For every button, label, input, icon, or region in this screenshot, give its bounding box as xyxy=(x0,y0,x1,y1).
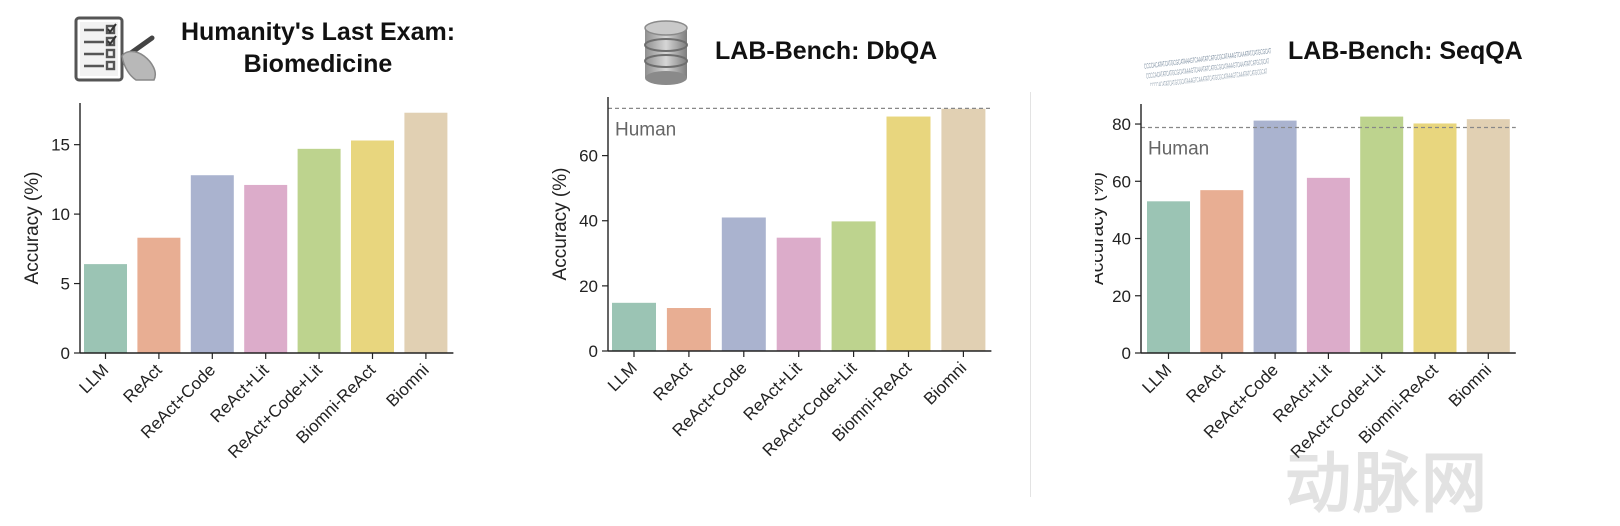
bar-react-code-lit xyxy=(1360,116,1404,353)
panel-title-dbqa-line-1: LAB-Bench: DbQA xyxy=(715,37,938,65)
bar-llm xyxy=(84,264,127,353)
panel-title-dbqa: LAB-Bench: DbQA xyxy=(715,35,975,67)
bar-biomni xyxy=(941,108,986,351)
y-tick-label: 60 xyxy=(579,147,598,166)
x-tick-label: ReAct xyxy=(650,358,696,404)
bar-biomni xyxy=(404,112,448,353)
y-tick-label: 40 xyxy=(579,212,598,231)
bar-biomni-react xyxy=(351,140,394,353)
bar-react xyxy=(1200,190,1244,353)
panel-title-hle-line-2: Biomedicine xyxy=(243,50,393,78)
bar-react-code xyxy=(721,217,766,351)
bar-react-code xyxy=(190,175,234,353)
bar-biomni xyxy=(1466,119,1510,353)
bar-react-lit xyxy=(1306,177,1350,353)
x-tick-label: ReAct xyxy=(1182,360,1228,406)
panel-separator xyxy=(1030,92,1031,497)
panel-title-seqqa-line-1: LAB-Bench: SeqQA xyxy=(1288,37,1523,65)
y-axis-label: Accuracy (%) xyxy=(550,168,571,281)
bar-react-lit xyxy=(776,237,821,351)
human-reference-label: Human xyxy=(1148,138,1209,159)
human-reference-label: Human xyxy=(615,119,676,140)
dna-sequence-icon: CCCCACATATCATGCGCATAAAGTCAAATATCATGCGCAT… xyxy=(1144,46,1272,86)
y-tick-label: 40 xyxy=(1112,230,1131,249)
bar-biomni-react xyxy=(1413,123,1457,353)
bar-biomni-react xyxy=(886,116,931,352)
y-axis-label: Accuracy (%) xyxy=(22,172,43,285)
y-tick-label: 5 xyxy=(61,275,70,294)
watermark: 动脉网 xyxy=(1285,445,1489,522)
x-tick-label: Biomni xyxy=(383,360,433,410)
checklist-clipboard-icon xyxy=(74,16,156,82)
x-tick-label: LLM xyxy=(1139,360,1176,397)
x-tick-label: ReAct+Code+Lit xyxy=(224,360,326,462)
y-tick-label: 20 xyxy=(1112,287,1131,306)
bar-react xyxy=(137,237,181,353)
x-tick-label: LLM xyxy=(604,358,641,395)
bar-react xyxy=(666,308,711,351)
y-tick-label: 80 xyxy=(1112,115,1131,134)
y-tick-label: 10 xyxy=(51,205,70,224)
bar-llm xyxy=(612,302,656,351)
bar-react-lit xyxy=(244,184,288,353)
panel-title-seqqa: LAB-Bench: SeqQA xyxy=(1288,35,1548,67)
bar-react-code-lit xyxy=(831,221,876,351)
y-tick-label: 15 xyxy=(51,136,70,155)
y-tick-label: 0 xyxy=(61,344,70,363)
y-tick-label: 20 xyxy=(579,277,598,296)
database-icon xyxy=(644,20,688,85)
x-tick-label: LLM xyxy=(76,360,113,397)
y-tick-label: 60 xyxy=(1112,172,1131,191)
x-tick-label: Biomni xyxy=(920,358,970,408)
y-axis-label: Accuracy (%) xyxy=(1095,172,1108,285)
bar-react-code xyxy=(1253,120,1297,353)
bar-react-code-lit xyxy=(297,148,341,353)
bar-llm xyxy=(1147,201,1190,353)
x-tick-label: ReAct xyxy=(120,360,166,406)
y-tick-label: 0 xyxy=(589,342,598,361)
x-tick-label: ReAct+Code+Lit xyxy=(759,358,861,460)
y-tick-label: 0 xyxy=(1122,344,1131,363)
panel-title-hle-line-1: Humanity's Last Exam: xyxy=(180,18,456,46)
panel-title-hle: Humanity's Last Exam: Biomedicine xyxy=(168,16,468,80)
x-tick-label: Biomni xyxy=(1445,360,1495,410)
